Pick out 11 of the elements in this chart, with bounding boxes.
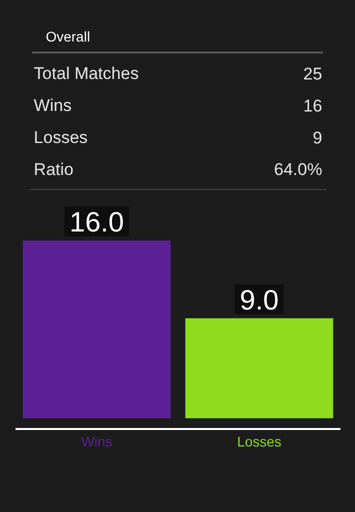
text: 25 — [303, 64, 322, 84]
text: Overall — [46, 28, 90, 44]
text: Total Matches — [34, 64, 139, 83]
text: 16 — [303, 96, 322, 116]
text: Ratio — [34, 160, 74, 179]
text: 64.0% — [274, 160, 322, 179]
data-label: 16.0 — [70, 206, 124, 238]
text: 9 — [312, 128, 322, 148]
text: Wins — [34, 96, 72, 115]
data-label: 9.0 — [240, 284, 279, 316]
text: Losses — [34, 128, 88, 147]
